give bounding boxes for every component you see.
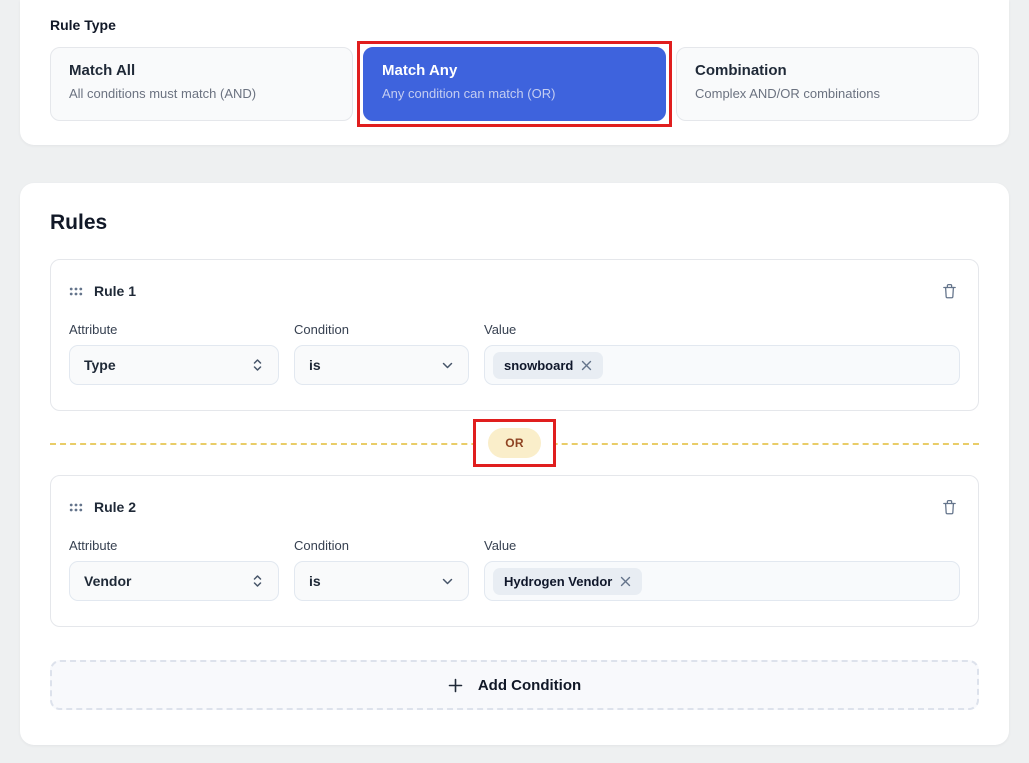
rule-1-box: Rule 1 Attribute Type: [50, 259, 979, 411]
option-title: Match All: [69, 62, 136, 79]
rule-type-options: Match All All conditions must match (AND…: [50, 41, 979, 127]
annotation-highlight-rect: [357, 41, 672, 127]
option-match-any[interactable]: Match Any Any condition can match (OR): [357, 41, 672, 127]
condition-label: Condition: [294, 538, 349, 553]
option-description: Any condition can match (OR): [382, 86, 556, 101]
condition-label: Condition: [294, 322, 349, 337]
chevron-down-icon: [441, 359, 454, 372]
delete-rule-button[interactable]: [939, 496, 960, 518]
attribute-field: Attribute Vendor: [69, 538, 279, 601]
attribute-label: Attribute: [69, 538, 118, 553]
attribute-select[interactable]: Type: [69, 345, 279, 385]
value-field: Value snowboard: [484, 322, 960, 385]
rule-1-header: Rule 1: [69, 280, 960, 302]
remove-chip-icon[interactable]: [581, 360, 592, 371]
rule-name: Rule 2: [94, 499, 137, 515]
option-description: All conditions must match (AND): [69, 86, 257, 101]
value-label: Value: [484, 322, 517, 337]
attribute-label: Attribute: [69, 322, 118, 337]
rules-card: Rules Rule 1: [20, 183, 1009, 745]
updown-chevrons-icon: [251, 573, 264, 589]
updown-chevrons-icon: [251, 357, 264, 373]
rule-type-card: Rule Type Match All All conditions must …: [20, 0, 1009, 145]
or-badge: OR: [488, 428, 541, 458]
rules-heading: Rules: [50, 211, 108, 234]
attribute-field: Attribute Type: [69, 322, 279, 385]
chevron-down-icon: [441, 575, 454, 588]
annotation-highlight-rect: OR: [473, 419, 556, 467]
chip-text: snowboard: [504, 357, 574, 373]
add-condition-label: Add Condition: [477, 676, 582, 694]
condition-value: is: [309, 357, 321, 373]
rule-1-fields: Attribute Type Condition is: [69, 322, 960, 385]
trash-icon: [941, 498, 958, 516]
option-description: Complex AND/OR combinations: [695, 86, 880, 101]
or-connector-row: OR: [50, 411, 979, 475]
add-condition-button[interactable]: Add Condition: [50, 660, 979, 710]
plus-icon: [448, 678, 463, 693]
condition-field: Condition is: [294, 322, 469, 385]
rule-2-box: Rule 2 Attribute Vendor: [50, 475, 979, 627]
delete-rule-button[interactable]: [939, 280, 960, 302]
option-title: Combination: [695, 62, 787, 79]
attribute-value: Vendor: [84, 573, 132, 589]
condition-select[interactable]: is: [294, 561, 469, 601]
drag-handle-icon[interactable]: [69, 286, 83, 297]
attribute-value: Type: [84, 357, 116, 373]
value-chip: snowboard: [493, 351, 604, 379]
value-input[interactable]: Hydrogen Vendor: [484, 561, 960, 601]
option-title: Match Any: [382, 62, 458, 79]
attribute-select[interactable]: Vendor: [69, 561, 279, 601]
option-combination[interactable]: Combination Complex AND/OR combinations: [676, 47, 979, 121]
rule-name: Rule 1: [94, 283, 137, 299]
option-match-all[interactable]: Match All All conditions must match (AND…: [50, 47, 353, 121]
rule-2-header: Rule 2: [69, 496, 960, 518]
drag-handle-icon[interactable]: [69, 502, 83, 513]
condition-value: is: [309, 573, 321, 589]
rule-2-fields: Attribute Vendor Condition is: [69, 538, 960, 601]
value-input[interactable]: snowboard: [484, 345, 960, 385]
value-label: Value: [484, 538, 517, 553]
condition-select[interactable]: is: [294, 345, 469, 385]
trash-icon: [941, 282, 958, 300]
value-field: Value Hydrogen Vendor: [484, 538, 960, 601]
chip-text: Hydrogen Vendor: [504, 573, 613, 589]
remove-chip-icon[interactable]: [620, 576, 631, 587]
value-chip: Hydrogen Vendor: [493, 567, 643, 595]
condition-field: Condition is: [294, 538, 469, 601]
rule-type-label: Rule Type: [50, 17, 116, 33]
